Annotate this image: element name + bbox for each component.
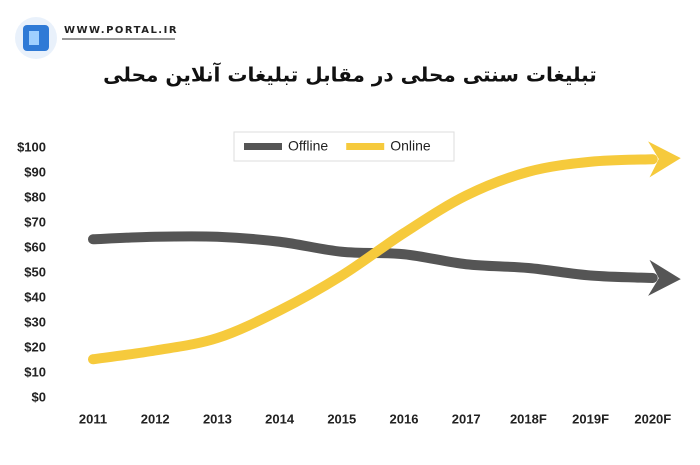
y-tick-label: $70 xyxy=(24,214,46,229)
y-tick-label: $10 xyxy=(24,364,46,379)
x-tick-label: 2015 xyxy=(327,411,356,426)
x-tick-label: 2019F xyxy=(572,411,609,426)
x-tick-label: 2013 xyxy=(203,411,232,426)
y-tick-label: $60 xyxy=(24,239,46,254)
x-tick-label: 2018F xyxy=(510,411,547,426)
x-tick-label: 2014 xyxy=(265,411,295,426)
logo xyxy=(15,17,57,59)
chart-title: تبلیغات سنتی محلی در مقابل تبلیغات آنلای… xyxy=(103,62,597,87)
legend-swatch xyxy=(244,143,282,150)
y-tick-label: $40 xyxy=(24,289,46,304)
y-tick-label: $80 xyxy=(24,189,46,204)
legend: Offline Online xyxy=(244,138,431,154)
x-tick-label: 2011 xyxy=(79,411,107,426)
y-tick-label: $100 xyxy=(17,139,46,154)
series-line xyxy=(88,141,681,365)
legend-label: Online xyxy=(390,138,431,154)
legend-label: Offline xyxy=(288,138,328,154)
x-tick-label: 2017 xyxy=(452,411,481,426)
x-tick-label: 2016 xyxy=(390,411,419,426)
site-name: WWW.PORTAL.IR xyxy=(64,25,178,36)
y-tick-label: $90 xyxy=(24,164,46,179)
y-tick-label: $20 xyxy=(24,339,46,354)
y-tick-label: $50 xyxy=(24,264,46,279)
logo-icon-inner xyxy=(29,31,39,45)
x-tick-label: 2012 xyxy=(141,411,170,426)
x-tick-label: 2020F xyxy=(634,411,671,426)
legend-swatch xyxy=(346,143,385,150)
y-tick-label: $30 xyxy=(24,314,46,329)
y-tick-label: $0 xyxy=(32,389,46,404)
